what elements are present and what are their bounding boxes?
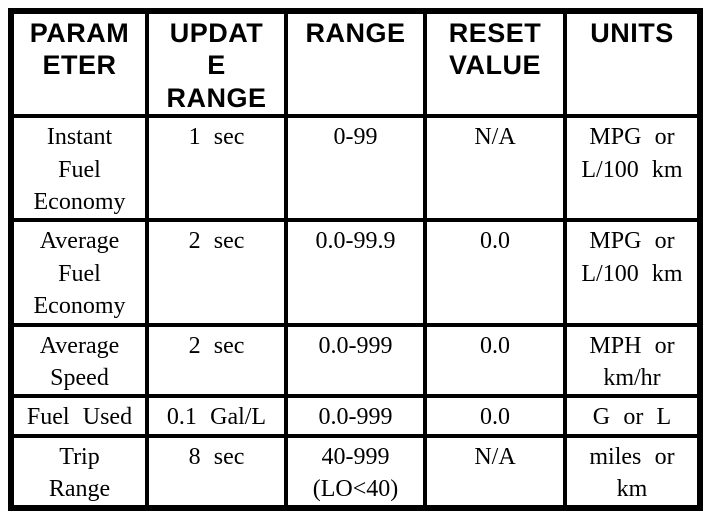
- cell-range: 0-99: [284, 114, 427, 223]
- cell-reset-value: 0.0: [423, 322, 567, 399]
- cell-reset-value: N/A: [423, 114, 567, 223]
- cell-parameter: Fuel Used: [9, 394, 149, 438]
- table-header-row: PARAM ETER UPDAT E RANGE RANGE RESET VAL…: [9, 8, 702, 119]
- parameter-table: PARAM ETER UPDAT E RANGE RANGE RESET VAL…: [8, 8, 703, 512]
- cell-update-range: 2 sec: [145, 218, 288, 327]
- cell-units: MPG or L/100 km: [563, 218, 702, 327]
- header-units: UNITS: [563, 8, 702, 119]
- cell-update-range: 1 sec: [145, 114, 288, 223]
- cell-update-range: 0.1 Gal/L: [145, 394, 288, 438]
- header-parameter: PARAM ETER: [9, 8, 149, 119]
- cell-range: 0.0-99.9: [284, 218, 427, 327]
- table-row: Average Fuel Economy 2 sec 0.0-99.9 0.0 …: [9, 218, 702, 327]
- cell-parameter: Average Speed: [9, 322, 149, 399]
- cell-units: miles or km: [563, 433, 702, 511]
- cell-range: 40-999 (LO<40): [284, 433, 427, 511]
- cell-units: MPG or L/100 km: [563, 114, 702, 223]
- cell-parameter: Trip Range: [9, 433, 149, 511]
- cell-units: G or L: [563, 394, 702, 438]
- cell-update-range: 8 sec: [145, 433, 288, 511]
- table-row: Trip Range 8 sec 40-999 (LO<40) N/A mile…: [9, 433, 702, 511]
- table-row: Instant Fuel Economy 1 sec 0-99 N/A MPG …: [9, 114, 702, 223]
- cell-range: 0.0-999: [284, 394, 427, 438]
- cell-parameter: Instant Fuel Economy: [9, 114, 149, 223]
- cell-reset-value: N/A: [423, 433, 567, 511]
- header-range: RANGE: [284, 8, 427, 119]
- cell-parameter: Average Fuel Economy: [9, 218, 149, 327]
- table-row: Average Speed 2 sec 0.0-999 0.0 MPH or k…: [9, 322, 702, 399]
- cell-range: 0.0-999: [284, 322, 427, 399]
- header-reset-value: RESET VALUE: [423, 8, 567, 119]
- cell-update-range: 2 sec: [145, 322, 288, 399]
- cell-reset-value: 0.0: [423, 394, 567, 438]
- table-row: Fuel Used 0.1 Gal/L 0.0-999 0.0 G or L: [9, 394, 702, 438]
- cell-units: MPH or km/hr: [563, 322, 702, 399]
- cell-reset-value: 0.0: [423, 218, 567, 327]
- header-update-range: UPDAT E RANGE: [145, 8, 288, 119]
